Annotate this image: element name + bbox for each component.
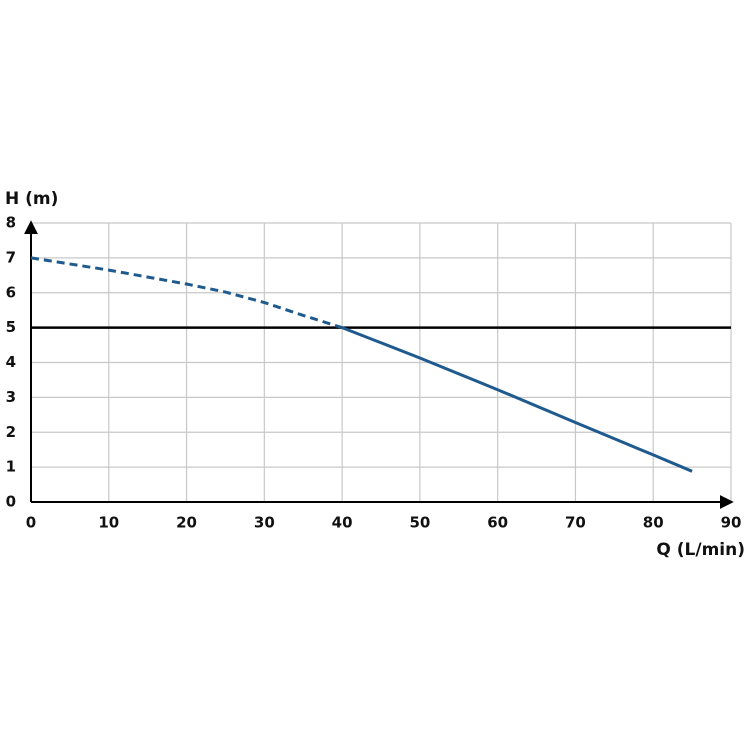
- x-tick-label: 10: [98, 514, 119, 532]
- y-axis-title: H (m): [5, 189, 58, 209]
- pump-curve: [30, 256, 343, 330]
- pump-curve: [341, 326, 693, 473]
- y-tick-label: 1: [6, 458, 16, 476]
- x-axis-title: Q (L/min): [656, 540, 745, 560]
- x-tick-label: 80: [643, 514, 664, 532]
- x-tick-label: 90: [721, 514, 742, 532]
- y-tick-label: 6: [6, 283, 16, 301]
- x-tick-label: 40: [332, 514, 353, 532]
- x-tick-label: 30: [254, 514, 275, 532]
- y-tick-label: 2: [6, 423, 16, 441]
- x-tick-label: 60: [487, 514, 508, 532]
- x-tick-label: 50: [409, 514, 430, 532]
- x-tick-label: 20: [176, 514, 197, 532]
- y-tick-label: 4: [6, 353, 16, 371]
- y-tick-label: 0: [6, 493, 16, 511]
- y-tick-label: 5: [6, 318, 16, 336]
- y-tick-label: 8: [6, 214, 16, 232]
- x-tick-label: 70: [565, 514, 586, 532]
- y-tick-label: 7: [6, 248, 16, 266]
- y-tick-label: 3: [6, 388, 16, 406]
- x-tick-label: 0: [26, 514, 36, 532]
